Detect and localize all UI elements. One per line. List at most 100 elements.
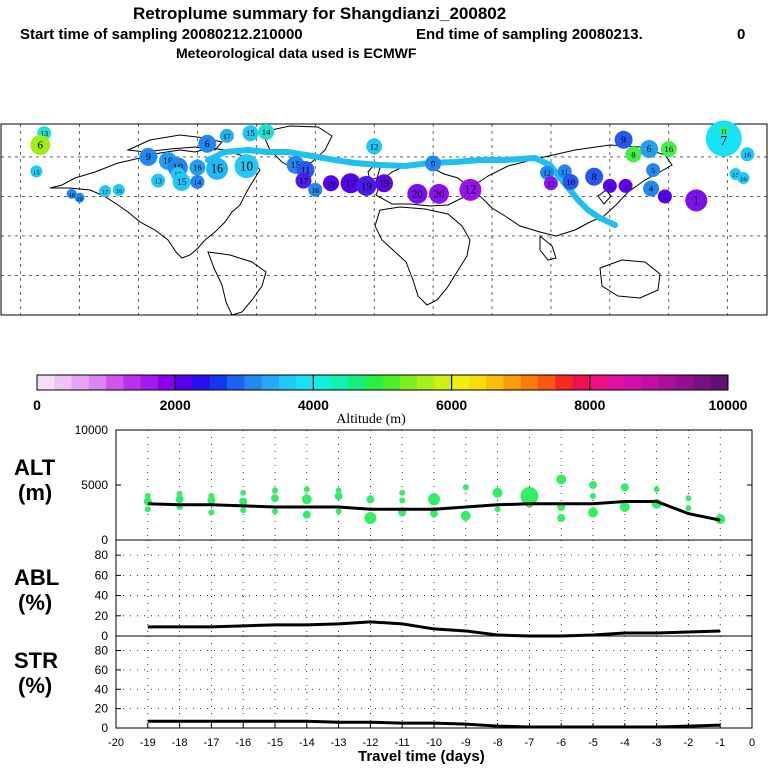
colorbar-swatch	[175, 375, 193, 390]
plume-marker	[66, 188, 77, 199]
altitude-point	[685, 505, 692, 512]
plume-marker-label: 5	[651, 166, 655, 175]
y-tick-label: 10000	[75, 423, 109, 437]
colorbar-swatch	[54, 375, 72, 390]
alt-ylabel: ALT	[14, 455, 56, 480]
altitude-point	[520, 487, 539, 505]
panel-frame	[115, 429, 753, 541]
x-tick-label: -4	[620, 737, 630, 749]
colorbar-swatch	[468, 375, 487, 390]
altitude-colorbar	[36, 374, 729, 391]
plume-marker-label: 6	[38, 140, 44, 152]
plume-marker-label: 17	[102, 189, 109, 196]
abl-ylabel-unit: (%)	[18, 590, 53, 615]
x-tick-label: -12	[362, 737, 378, 749]
x-tick-label: -18	[172, 737, 188, 749]
altitude-point	[430, 509, 438, 518]
plume-marker-label: 15	[291, 160, 301, 171]
x-tick-label: -14	[299, 737, 315, 749]
colorbar-swatch	[710, 375, 729, 390]
plume-marker-label: 16	[744, 150, 752, 159]
altitude-point	[335, 508, 342, 515]
plume-marker	[206, 157, 229, 180]
colorbar-tick-label: 0	[33, 397, 41, 413]
plume-marker-label: 15	[246, 128, 255, 138]
altitude-point	[619, 502, 630, 512]
colorbar-swatch	[88, 375, 107, 390]
x-tick-label: -3	[652, 737, 662, 749]
plume-marker	[428, 183, 449, 204]
x-tick-label: -7	[525, 737, 535, 749]
abl-ylabel: ABL	[14, 565, 60, 590]
panel-frame	[115, 635, 753, 729]
plume-marker-label: 16	[664, 144, 673, 154]
plume-marker	[242, 125, 259, 142]
x-tick-label: 0	[749, 737, 755, 749]
plume-marker	[543, 176, 558, 191]
plume-marker	[643, 180, 660, 197]
plume-marker	[139, 147, 158, 166]
altitude-point	[144, 506, 151, 513]
x-tick-label: -11	[395, 737, 410, 749]
y-tick-label: 5000	[81, 478, 108, 492]
altitude-point	[272, 508, 278, 515]
altitude-point	[492, 487, 503, 498]
plume-marker	[30, 135, 51, 156]
colorbar-swatch	[209, 375, 228, 390]
plume-marker-label: 12	[547, 179, 555, 188]
colorbar-tick-label: 8000	[574, 397, 605, 413]
altitude-point	[208, 493, 215, 499]
plume-marker-label: 3	[624, 182, 628, 191]
plume-marker	[585, 167, 604, 186]
plume-marker	[172, 172, 191, 191]
plume-marker-label: 19	[361, 180, 373, 192]
y-tick-label: 60	[95, 663, 109, 677]
plume-marker	[425, 155, 442, 172]
plume-marker-label: 8	[631, 149, 636, 159]
sampling-end: End time of sampling 20080213.	[416, 26, 643, 43]
altitude-point	[176, 490, 183, 497]
plume-marker	[737, 172, 750, 185]
plume-marker-label: 14	[194, 178, 202, 187]
colorbar-swatch	[399, 375, 418, 390]
colorbar-swatch	[71, 375, 90, 390]
plume-marker-label: 20	[433, 188, 445, 200]
met-data-note: Meteorological data used is ECMWF	[176, 45, 417, 61]
colorbar-swatch	[486, 375, 504, 390]
colorbar-swatch	[244, 375, 262, 390]
plume-marker-label: 11	[721, 130, 727, 136]
altitude-point	[364, 512, 377, 524]
colorbar-frame	[36, 374, 729, 391]
plume-marker	[295, 172, 312, 189]
plume-marker-label: 6	[205, 139, 210, 150]
x-tick-label: -16	[235, 737, 251, 749]
altitude-point	[685, 495, 692, 502]
colorbar-label: Altitude (m)	[336, 412, 406, 427]
plume-marker-label: 12	[464, 183, 476, 197]
x-tick-label: -20	[108, 737, 124, 749]
altitude-point	[239, 497, 248, 506]
altitude-point	[462, 484, 469, 491]
colorbar-swatch	[451, 375, 470, 390]
alt-ylabel-unit: (m)	[18, 480, 53, 505]
y-tick-label: 40	[95, 682, 109, 696]
colorbar-swatch	[37, 375, 55, 390]
plume-marker	[407, 183, 428, 204]
plume-marker-label: 1	[693, 193, 699, 207]
altitude-point	[208, 509, 215, 516]
plume-marker	[308, 182, 323, 197]
colorbar-swatch	[537, 375, 556, 390]
map-panel: 1315141761291819161610151117191719191620…	[0, 120, 768, 316]
altitude-point	[334, 492, 343, 500]
colorbar-swatch	[658, 375, 677, 390]
colorbar-swatch	[503, 375, 522, 390]
plume-marker-label: 10	[240, 158, 254, 173]
plume-marker-label: 9	[621, 135, 626, 146]
plume-marker-label: 6	[647, 144, 652, 155]
plume-track	[205, 147, 618, 228]
plume-marker-label: 16	[740, 176, 747, 183]
plume-marker-label: 11	[561, 167, 569, 176]
x-axis-title: Travel time (days)	[358, 748, 485, 765]
plume-marker	[151, 173, 166, 188]
y-tick-label: 20	[95, 609, 109, 623]
